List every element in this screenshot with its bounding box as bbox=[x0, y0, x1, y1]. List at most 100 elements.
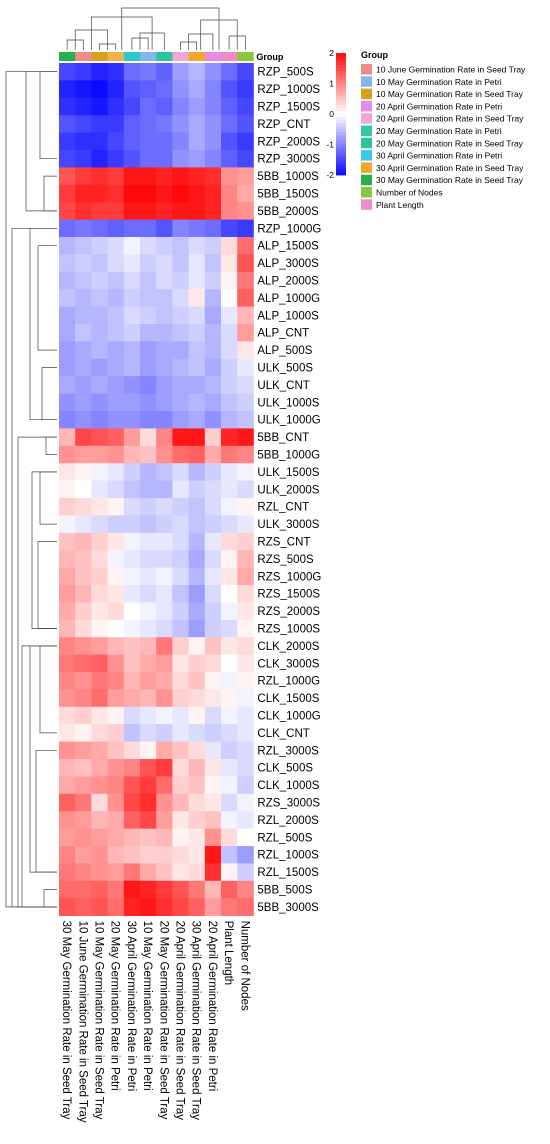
heatmap-cell bbox=[204, 341, 222, 360]
heatmap-cell bbox=[107, 793, 125, 812]
row-label: CLK_3000S bbox=[257, 658, 319, 670]
heatmap-cell bbox=[172, 393, 189, 412]
heatmap-cell bbox=[59, 324, 76, 342]
heatmap-cell bbox=[75, 184, 92, 203]
column-label: 10 June Germination Rate in Seed Tray bbox=[76, 921, 88, 1123]
heatmap-cell bbox=[172, 167, 189, 186]
color-scale-step bbox=[336, 74, 346, 78]
heatmap-cell bbox=[123, 306, 141, 325]
row-label: CLK_1000G bbox=[257, 711, 320, 723]
legend-swatch bbox=[361, 113, 372, 124]
row-dendrogram-link bbox=[31, 471, 57, 629]
heatmap-cell bbox=[204, 271, 222, 290]
heatmap-cell bbox=[123, 289, 141, 307]
heatmap-cell bbox=[204, 463, 222, 481]
group-bar-cell bbox=[123, 52, 141, 61]
row-label: ULK_1000G bbox=[257, 415, 320, 427]
heatmap-cell bbox=[188, 602, 206, 621]
heatmap-cell bbox=[59, 724, 76, 742]
heatmap-cell bbox=[204, 428, 222, 447]
heatmap-cell bbox=[172, 637, 189, 655]
row-label: 5BB_1000G bbox=[257, 450, 320, 462]
heatmap-cell bbox=[59, 532, 76, 551]
heatmap-cell bbox=[140, 306, 157, 325]
heatmap-cell bbox=[59, 376, 76, 394]
row-dendrogram-link bbox=[37, 541, 57, 629]
column-label: 20 April Germination Rate in Petri bbox=[206, 921, 218, 1092]
heatmap-cell bbox=[123, 689, 141, 708]
color-scale-step bbox=[336, 71, 346, 75]
legend-swatch bbox=[361, 88, 372, 100]
heatmap-cell bbox=[123, 115, 141, 133]
heatmap-cell bbox=[237, 602, 254, 621]
heatmap-cell bbox=[140, 654, 157, 673]
heatmap-cell bbox=[204, 480, 222, 499]
heatmap-cell bbox=[91, 776, 108, 795]
heatmap-cell bbox=[221, 480, 238, 499]
heatmap-cell bbox=[91, 585, 108, 603]
heatmap-cell bbox=[91, 724, 108, 742]
color-scale-step bbox=[336, 171, 346, 176]
heatmap-cell bbox=[75, 567, 92, 586]
heatmap-cell bbox=[123, 776, 141, 795]
heatmap-cell bbox=[156, 254, 173, 273]
row-label: RZS_1000S bbox=[257, 624, 320, 636]
legend-label: 30 April Germination Rate in Seed Tray bbox=[376, 163, 524, 173]
heatmap-cell bbox=[188, 341, 206, 360]
heatmap-cell bbox=[140, 445, 157, 464]
heatmap-cell bbox=[140, 271, 157, 290]
heatmap-cell bbox=[107, 219, 125, 238]
heatmap-cell bbox=[91, 289, 108, 307]
column-group-bar bbox=[59, 52, 254, 61]
heatmap-cell bbox=[140, 480, 157, 499]
heatmap-cell bbox=[59, 358, 76, 377]
heatmap-cell bbox=[172, 706, 189, 725]
heatmap-cell bbox=[172, 219, 189, 238]
heatmap-cell bbox=[91, 150, 108, 168]
row-label: RZS_1500S bbox=[257, 589, 320, 601]
group-bar-cell bbox=[172, 52, 189, 61]
heatmap-cell bbox=[237, 219, 254, 238]
heatmap-cell bbox=[237, 706, 254, 725]
heatmap-cell bbox=[221, 358, 238, 377]
heatmap-cell bbox=[107, 689, 125, 708]
heatmap-cell bbox=[156, 463, 173, 481]
heatmap-cell bbox=[140, 602, 157, 621]
heatmap-cell bbox=[237, 80, 254, 99]
heatmap-cell bbox=[91, 689, 108, 708]
color-scale-tick-label: 2 bbox=[329, 48, 334, 58]
heatmap-cell bbox=[107, 324, 125, 342]
color-scale-step bbox=[336, 159, 346, 164]
heatmap-cell bbox=[91, 759, 108, 777]
heatmap-cell bbox=[221, 376, 238, 394]
row-dendrogram bbox=[5, 71, 57, 908]
heatmap-cell bbox=[237, 689, 254, 708]
heatmap-cell bbox=[59, 793, 76, 812]
heatmap-cell bbox=[107, 150, 125, 168]
heatmap-cell bbox=[237, 428, 254, 447]
heatmap-cell bbox=[91, 654, 108, 673]
heatmap-cell bbox=[221, 515, 238, 534]
heatmap-cell bbox=[204, 254, 222, 273]
heatmap-cell bbox=[237, 289, 254, 307]
heatmap-cell bbox=[75, 150, 92, 168]
heatmap-cell bbox=[156, 498, 173, 516]
heatmap-cell bbox=[156, 167, 173, 186]
heatmap-cell bbox=[172, 724, 189, 742]
heatmap-cell bbox=[91, 898, 108, 916]
heatmap-cell bbox=[123, 463, 141, 481]
heatmap-cell bbox=[172, 672, 189, 690]
heatmap-cell bbox=[204, 376, 222, 394]
heatmap-cell bbox=[140, 219, 157, 238]
heatmap-cell bbox=[172, 515, 189, 534]
column-label: 30 April Germination Rate in Seed Tray bbox=[190, 921, 202, 1121]
heatmap-cell bbox=[140, 585, 157, 603]
heatmap-cell bbox=[204, 167, 222, 186]
heatmap-cell bbox=[75, 167, 92, 186]
heatmap-cell bbox=[156, 115, 173, 133]
heatmap-cell bbox=[107, 637, 125, 655]
heatmap-cell bbox=[123, 341, 141, 360]
heatmap-cell bbox=[91, 741, 108, 760]
heatmap-cell bbox=[188, 115, 206, 133]
heatmap-cell bbox=[204, 202, 222, 220]
